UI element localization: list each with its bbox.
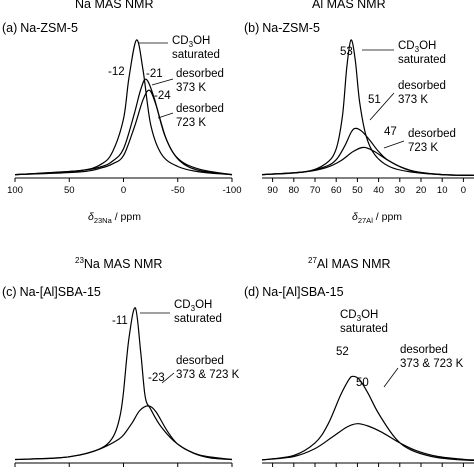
- panel-a-x-axis-title: δ23Na / ppm: [88, 211, 141, 225]
- panel-b-leader-723: [383, 140, 405, 149]
- panel-d-series-0-line: [261, 375, 474, 461]
- panel-c-x-ticks: [14, 463, 233, 467]
- panel-b-x-tick-label-8: 10: [437, 185, 448, 196]
- panel-b: (b) Na-ZSM-5 90 80 70 60 50 40 30 20 10 0 δ27Al / …: [244, 21, 474, 225]
- panel-b-x-tick-label-0: 90: [267, 185, 278, 196]
- panel-a: (a) Na-ZSM-5 100 50 0 -50 -100 δ23Na / ppm CD…: [2, 21, 242, 225]
- panel-d-leader-desorbed: [383, 367, 399, 388]
- panel-a-curves: [14, 39, 233, 176]
- panel-b-x-tick-label-3: 60: [331, 185, 342, 196]
- panel-b-label: (b) Na-ZSM-5: [244, 21, 320, 35]
- panel-b-x-tick-label-5: 40: [373, 185, 384, 196]
- panel-a-annot-desorbed-723: desorbed 723 K: [176, 103, 227, 129]
- panel-b-x-tick-label-2: 70: [310, 185, 321, 196]
- panel-b-annot-cd3oh: CD3OH saturated: [398, 40, 446, 66]
- panel-d-annot-cd3oh: CD3OH saturated: [340, 309, 388, 335]
- panel-d: (d) Na-[Al]SBA-15 52 50 CD3OH saturated d…: [244, 285, 474, 467]
- panel-d-annot-desorbed: desorbed 373 & 723 K: [400, 344, 464, 370]
- panel-a-x-tick-label-2: 0: [121, 185, 126, 196]
- bottom-title-al: 27Al MAS NMR: [308, 256, 391, 271]
- panel-b-series-2-line: [261, 146, 474, 176]
- panel-c-annot-peak-23: -23: [148, 372, 165, 384]
- panel-c-series-0-line: [14, 307, 233, 461]
- panel-a-x-tick-label-1: 50: [64, 185, 75, 196]
- panel-b-x-axis-title: δ27Al / ppm: [352, 211, 402, 225]
- panel-a-annot-peak-21: -21: [146, 68, 163, 80]
- panel-a-leader-723: [157, 112, 174, 119]
- panel-a-leader-373: [151, 78, 174, 86]
- top-title-al: Al MAS NMR: [312, 0, 386, 11]
- panel-b-series-0-line: [261, 39, 474, 176]
- panel-a-annot-peak-24: -24: [154, 90, 171, 102]
- panel-b-x-tick-label-1: 80: [289, 185, 300, 196]
- panel-a-x-tick-label-4: -100: [222, 185, 241, 196]
- panel-a-x-tick-label-0: 100: [7, 185, 23, 196]
- panel-b-x-tick-label-7: 20: [416, 185, 427, 196]
- panel-a-annot-peak-12: -12: [108, 66, 125, 78]
- panel-d-annot-peak-52: 52: [336, 346, 349, 358]
- panel-c-annot-desorbed: desorbed 373 & 723 K: [176, 355, 240, 381]
- panel-a-x-tick-label-3: -50: [171, 185, 185, 196]
- panel-a-label: (a) Na-ZSM-5: [2, 21, 78, 35]
- panel-d-annot-peak-50: 50: [356, 377, 369, 389]
- panel-d-x-ticks: [272, 463, 464, 467]
- panel-c-label: (c) Na-[Al]SBA-15: [2, 285, 101, 299]
- panel-b-x-tick-label-4: 50: [352, 185, 363, 196]
- panel-d-curves: [261, 375, 474, 461]
- panel-c: (c) Na-[Al]SBA-15 -11 -23 CD3OH saturated…: [2, 285, 240, 467]
- panel-b-annot-desorbed-723: desorbed 723 K: [408, 128, 459, 154]
- panel-b-annot-peak-53: 53: [340, 46, 353, 58]
- panel-c-leader-desorbed: [161, 372, 175, 384]
- panel-a-x-ticks: 100 50 0 -50 -100: [7, 178, 242, 196]
- panel-d-series-1-line: [261, 423, 474, 461]
- panel-c-series-1-line: [14, 405, 233, 461]
- panel-a-annot-cd3oh: CD3OH saturated: [172, 35, 220, 61]
- panel-b-x-ticks: 90 80 70 60 50 40 30 20 10 0: [267, 178, 466, 196]
- panel-c-annot-peak-11: -11: [112, 315, 128, 327]
- panel-b-annot-peak-51: 51: [368, 94, 381, 106]
- top-title-na: Na MAS NMR: [75, 0, 153, 11]
- panel-b-x-tick-label-6: 30: [395, 185, 406, 196]
- panel-d-label: (d) Na-[Al]SBA-15: [244, 285, 344, 299]
- panel-b-x-tick-label-9: 0: [461, 185, 466, 196]
- panel-b-leader-373: [369, 92, 395, 121]
- panel-a-series-2-line: [14, 89, 233, 176]
- bottom-title-na: 23Na MAS NMR: [75, 256, 162, 271]
- panel-b-annot-peak-47: 47: [384, 126, 397, 138]
- panel-a-series-0-line: [14, 39, 233, 176]
- panel-b-curves: [261, 39, 474, 176]
- panel-a-annot-desorbed-373: desorbed 373 K: [176, 68, 227, 94]
- panel-c-curves: [14, 307, 233, 461]
- panel-c-annot-cd3oh: CD3OH saturated: [174, 299, 222, 325]
- panel-b-annot-desorbed-373: desorbed 373 K: [398, 80, 449, 106]
